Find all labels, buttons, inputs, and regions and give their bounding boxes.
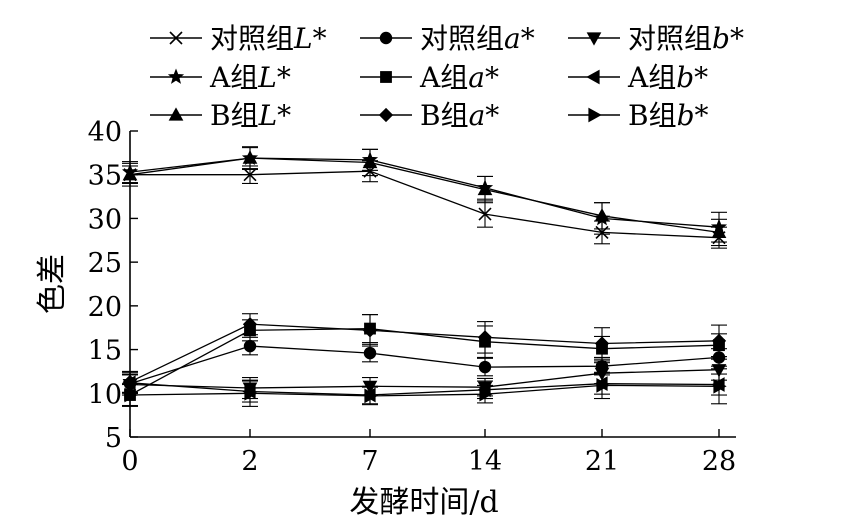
data-point: [362, 323, 378, 338]
data-point: [711, 333, 727, 348]
data-point: [362, 154, 378, 169]
legend-label: A组b*: [627, 61, 708, 94]
data-point: [363, 346, 377, 360]
y-tick-label: 30: [88, 204, 122, 235]
series-line: [129, 327, 720, 396]
series-line: [130, 170, 720, 239]
series-line: [129, 157, 720, 228]
series-9: [122, 368, 727, 407]
legend-label: 对照组L*: [210, 22, 327, 55]
data-point: [244, 385, 258, 401]
x-tick-label: 28: [702, 446, 736, 477]
legend-marker: [167, 68, 185, 84]
legend-item: 对照组L*: [150, 22, 327, 55]
data-point: [243, 168, 257, 182]
data-point: [243, 339, 257, 353]
legend-label: B组a*: [420, 99, 499, 132]
legend-marker: [379, 31, 393, 45]
legend-label: A组a*: [419, 61, 499, 94]
data-point: [364, 388, 378, 404]
legend-item: A组b*: [568, 61, 708, 94]
data-point: [478, 207, 492, 221]
data-point: [479, 386, 493, 402]
series-1: [122, 160, 727, 249]
legend-label: B组L*: [210, 99, 291, 132]
legend-marker: [169, 31, 183, 45]
legend: 对照组L* 对照组a* 对照组b* A组L* A组a* A组b* B组L* B组a* B组b*: [150, 22, 744, 132]
legend-item: B组L*: [150, 99, 291, 132]
x-tick-label: 14: [468, 446, 502, 477]
series-line: [129, 382, 720, 396]
legend-marker: [586, 69, 600, 85]
legend-item: A组L*: [150, 61, 291, 94]
series-line: [129, 323, 720, 383]
data-point: [478, 360, 492, 374]
x-tick-label: 21: [585, 446, 619, 477]
series-line: [129, 157, 720, 234]
x-axis-label: 发酵时间/d: [349, 485, 498, 520]
y-tick-label: 10: [88, 379, 122, 410]
series-line: [129, 345, 720, 385]
x-tick-label: 7: [361, 446, 378, 477]
series-8: [122, 313, 727, 393]
data-point: [242, 150, 258, 164]
series-line: [129, 384, 720, 397]
legend-item: B组b*: [568, 99, 709, 132]
legend-item: 对照组b*: [568, 22, 744, 55]
legend-marker: [378, 107, 394, 123]
legend-marker: [586, 32, 602, 46]
legend-marker: [588, 107, 602, 123]
legend-label: 对照组a*: [420, 22, 535, 55]
legend-marker: [168, 107, 184, 121]
data-point: [594, 336, 610, 351]
data-point: [242, 317, 258, 332]
legend-label: A组L*: [209, 61, 291, 94]
y-axis-label: 色差: [35, 254, 70, 314]
legend-label: 对照组b*: [628, 22, 744, 55]
legend-item: 对照组a*: [360, 22, 535, 55]
legend-item: A组a*: [360, 61, 499, 94]
series-6: [122, 371, 727, 405]
x-tick-label: 0: [121, 446, 138, 477]
series-line: [129, 369, 720, 389]
x-tick-label: 2: [241, 446, 258, 477]
y-tick-label: 35: [88, 161, 122, 192]
y-tick-label: 40: [88, 117, 122, 148]
y-tick-label: 25: [88, 248, 122, 279]
plot-area: [121, 146, 728, 407]
y-tick-label: 5: [105, 423, 122, 454]
data-point: [713, 378, 727, 394]
data-point: [477, 330, 493, 345]
legend-marker: [380, 71, 392, 83]
data-point: [594, 208, 610, 222]
data-point: [596, 378, 610, 393]
data-point: [711, 224, 727, 239]
axes: 5 10 15 20 25 30 35 40 0 2 7 14 21 28: [88, 117, 737, 477]
series-7: [122, 146, 727, 247]
y-tick-label: 20: [88, 292, 122, 323]
legend-item: B组a*: [360, 99, 499, 132]
y-tick-label: 15: [88, 336, 122, 367]
series-4: [121, 147, 728, 243]
legend-label: B组b*: [628, 99, 709, 132]
data-point: [477, 181, 493, 196]
